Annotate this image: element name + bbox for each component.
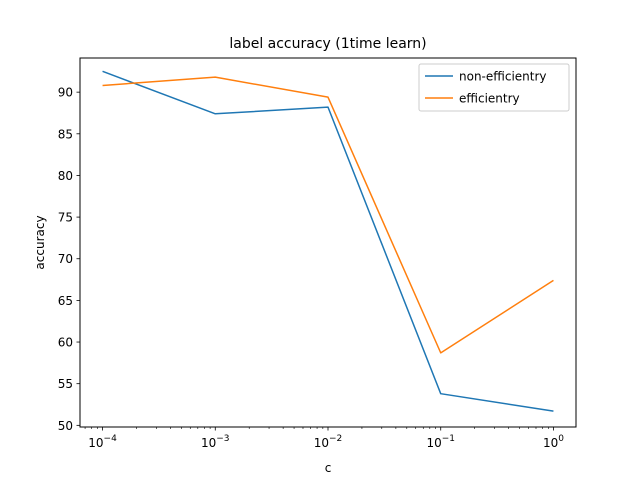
y-tick-label: 50: [58, 419, 73, 433]
x-tick-label: 10−4: [88, 434, 117, 450]
legend-label: non-efficientry: [459, 70, 547, 84]
series-line: [102, 70, 554, 412]
x-axis: 10−4 10−3 10−2 10−1 100: [84, 427, 564, 450]
y-tick-label: 90: [58, 86, 73, 100]
x-tick-label: 10−3: [201, 434, 230, 450]
y-tick-label: 75: [58, 211, 73, 225]
y-axis: 50 55 60 65 70 75 80 85 90: [58, 86, 80, 433]
y-tick-label: 60: [58, 336, 73, 350]
y-tick-label: 70: [58, 252, 73, 266]
x-tick-label: 100: [543, 434, 564, 450]
legend-label: efficientry: [459, 92, 520, 106]
y-tick-label: 85: [58, 127, 73, 141]
x-axis-label: c: [325, 461, 332, 475]
x-tick-label: 10−1: [426, 434, 455, 450]
y-tick-label: 80: [58, 169, 73, 183]
x-tick-label: 10−2: [314, 434, 343, 450]
y-axis-label: accuracy: [33, 215, 47, 269]
legend: non-efficientry efficientry: [418, 63, 570, 112]
y-tick-label: 65: [58, 294, 73, 308]
y-tick-label: 55: [58, 377, 73, 391]
legend-box: [418, 63, 570, 112]
plot-frame: [79, 57, 577, 428]
chart-title: label accuracy (1time learn): [229, 36, 426, 52]
plot-lines: [102, 70, 554, 412]
series-line: [102, 76, 554, 354]
